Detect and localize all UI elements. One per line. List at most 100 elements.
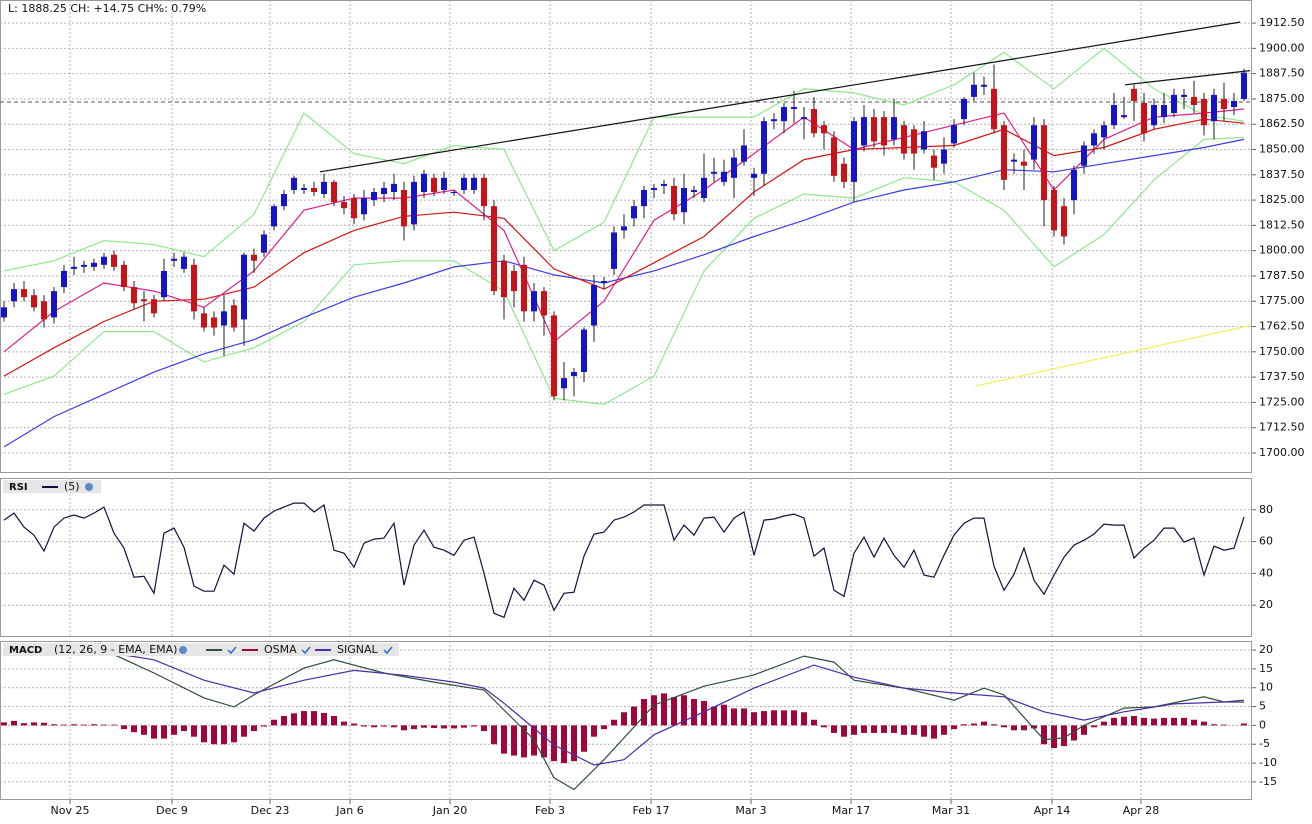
globe-icon[interactable] xyxy=(179,646,187,654)
candle-body xyxy=(871,117,877,142)
y-tick-label: 15 xyxy=(1259,662,1273,675)
candle-body xyxy=(101,256,107,265)
osma-bar xyxy=(481,725,487,732)
candle-body xyxy=(921,131,927,150)
y-tick-label: 1750.00 xyxy=(1259,345,1305,358)
candle-body xyxy=(51,291,57,318)
candle-body xyxy=(401,189,407,227)
osma-bar xyxy=(781,710,787,726)
x-tick-label: Mar 3 xyxy=(735,804,766,817)
osma-bar xyxy=(301,711,307,726)
check-icon[interactable] xyxy=(227,646,237,655)
candle-body xyxy=(941,149,947,164)
candle-body xyxy=(191,264,197,312)
x-tick-label: Dec 23 xyxy=(251,804,290,817)
candle-body xyxy=(961,98,967,120)
trendline xyxy=(974,324,1251,387)
x-tick-label: Feb 17 xyxy=(633,804,670,817)
osma-bar xyxy=(741,708,747,726)
y-tick-label: 1862.50 xyxy=(1259,117,1305,130)
candle-body xyxy=(661,183,667,186)
candle-body xyxy=(391,183,397,192)
osma-bar xyxy=(491,725,497,745)
osma-bar xyxy=(1071,725,1077,741)
osma-bar xyxy=(661,693,667,726)
osma-bar xyxy=(541,725,547,758)
osma-bar xyxy=(41,722,47,726)
candle-body xyxy=(1041,125,1047,201)
candle-body xyxy=(1161,105,1167,118)
x-tick-label: Nov 25 xyxy=(51,804,90,817)
candle-body xyxy=(371,191,377,201)
candle-body xyxy=(311,187,317,192)
osma-bar xyxy=(421,725,427,728)
osma-bar xyxy=(871,725,877,733)
osma-bar xyxy=(1091,725,1097,728)
osma-bar xyxy=(561,725,567,764)
y-tick-label: 1800.00 xyxy=(1259,244,1305,257)
candle-body xyxy=(811,109,817,134)
osma-bar xyxy=(591,725,597,737)
candle-body xyxy=(91,262,97,267)
globe-icon[interactable] xyxy=(85,483,93,491)
y-tick-label: -10 xyxy=(1259,756,1277,769)
check-icon[interactable] xyxy=(383,646,393,655)
candle-body xyxy=(1001,125,1007,180)
candle-body xyxy=(211,317,217,328)
y-tick-label: 1900.00 xyxy=(1259,41,1305,54)
candle-body xyxy=(11,289,17,302)
osma-bar xyxy=(441,725,447,729)
y-tick-label: 0 xyxy=(1259,718,1266,731)
candle-body xyxy=(1151,105,1157,126)
y-tick-label: 60 xyxy=(1259,535,1273,548)
osma-bar xyxy=(11,720,17,726)
osma-bar xyxy=(451,725,457,729)
candle-body xyxy=(881,117,887,146)
osma-bar xyxy=(31,722,37,726)
candle-body xyxy=(1191,96,1197,106)
candle-body xyxy=(951,125,957,144)
candle-body xyxy=(501,260,507,298)
candle-body xyxy=(171,258,177,261)
candle-body xyxy=(41,301,47,320)
osma-bar xyxy=(361,725,367,727)
osma-bar xyxy=(131,725,137,733)
osma-bar xyxy=(521,725,527,758)
osma-bar xyxy=(731,708,737,726)
candle-body xyxy=(241,254,247,320)
y-tick-label: 1787.50 xyxy=(1259,269,1305,282)
y-tick-label: 1737.50 xyxy=(1259,370,1305,383)
osma-bar xyxy=(291,713,297,726)
osma-bar xyxy=(1101,721,1107,726)
candle-body xyxy=(491,206,497,292)
osma-bar xyxy=(1021,725,1027,731)
osma-bar xyxy=(1131,715,1137,726)
candle-body xyxy=(141,299,147,302)
osma-bar xyxy=(911,725,917,735)
osma-bar xyxy=(331,715,337,726)
osma-bar xyxy=(101,724,107,726)
candle-body xyxy=(1221,98,1227,110)
osma-bar xyxy=(151,725,157,739)
candle-body xyxy=(551,315,557,397)
osma-bar xyxy=(831,725,837,733)
osma-bar xyxy=(1121,716,1127,726)
candle-body xyxy=(1011,159,1017,162)
candle-body xyxy=(611,232,617,269)
candle-body xyxy=(81,264,87,267)
candle-body xyxy=(631,206,637,219)
check-icon[interactable] xyxy=(301,646,311,655)
osma-bar xyxy=(961,724,967,726)
osma-bar xyxy=(461,725,467,728)
osma-bar xyxy=(251,725,257,732)
osma-bar xyxy=(351,723,357,726)
candle-body xyxy=(591,285,597,326)
trendline xyxy=(1124,70,1251,86)
candle-body xyxy=(1211,94,1217,122)
osma-bar xyxy=(121,725,127,730)
osma-bar xyxy=(81,724,87,726)
candle-body xyxy=(1141,102,1147,134)
candle-body xyxy=(151,299,157,314)
candle-body xyxy=(331,181,337,203)
